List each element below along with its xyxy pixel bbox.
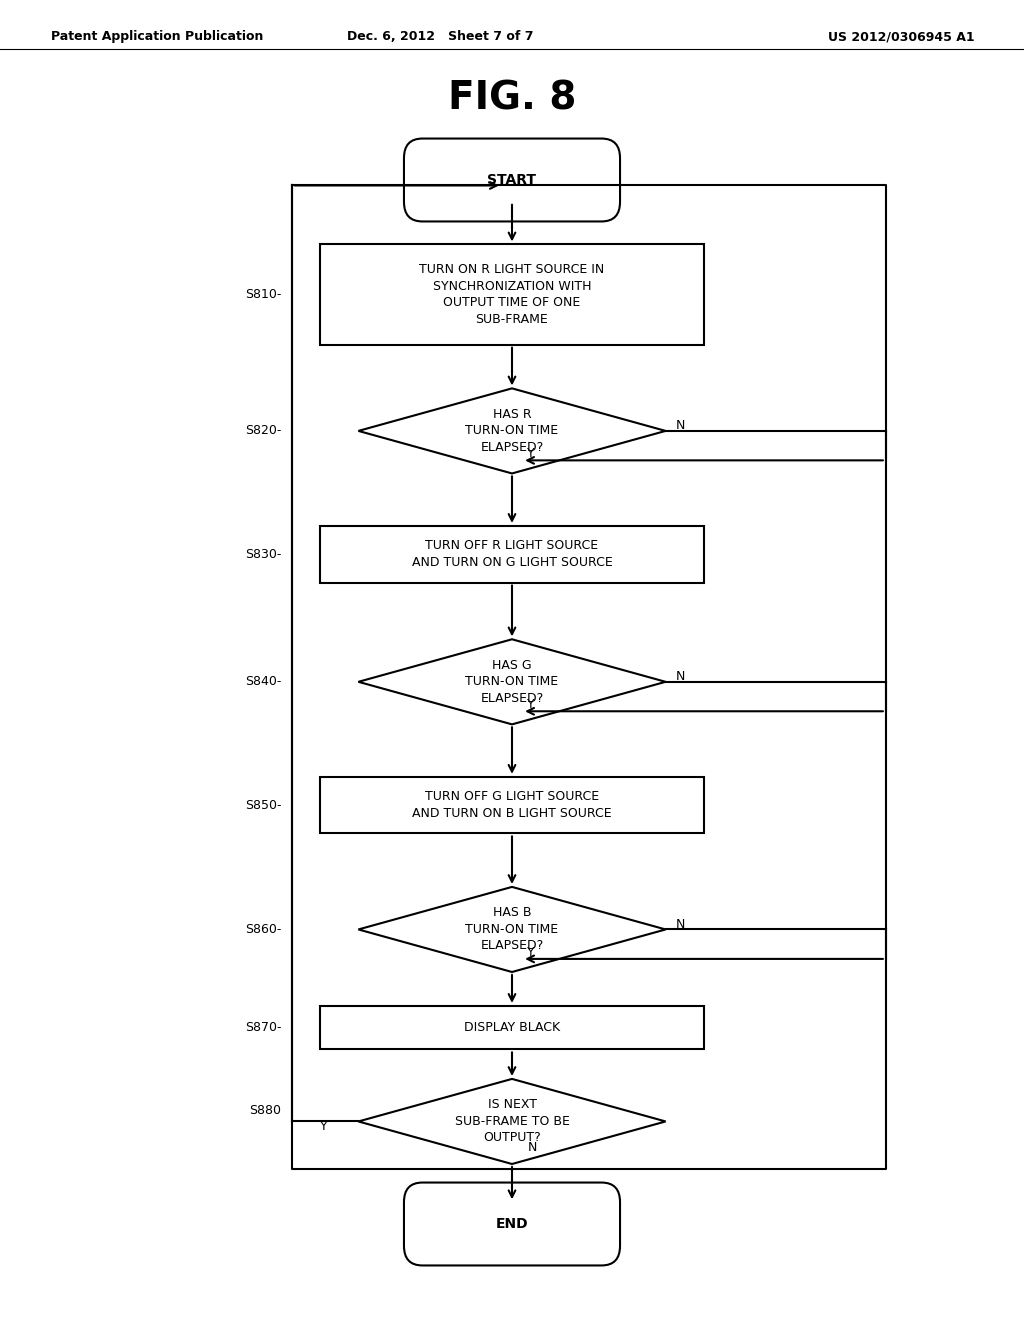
Polygon shape xyxy=(358,1078,666,1164)
Polygon shape xyxy=(358,639,666,725)
Text: N: N xyxy=(527,1140,537,1154)
Text: TURN OFF G LIGHT SOURCE
AND TURN ON B LIGHT SOURCE: TURN OFF G LIGHT SOURCE AND TURN ON B LI… xyxy=(413,791,611,820)
Text: START: START xyxy=(487,173,537,187)
Text: TURN ON R LIGHT SOURCE IN
SYNCHRONIZATION WITH
OUTPUT TIME OF ONE
SUB-FRAME: TURN ON R LIGHT SOURCE IN SYNCHRONIZATIO… xyxy=(420,263,604,326)
Text: N: N xyxy=(676,418,685,432)
Text: END: END xyxy=(496,1217,528,1232)
Text: HAS G
TURN-ON TIME
ELAPSED?: HAS G TURN-ON TIME ELAPSED? xyxy=(466,659,558,705)
Text: S820-: S820- xyxy=(245,425,282,437)
Polygon shape xyxy=(358,388,666,474)
Text: N: N xyxy=(676,669,685,682)
Text: S850-: S850- xyxy=(245,799,282,812)
FancyBboxPatch shape xyxy=(319,525,705,582)
Text: US 2012/0306945 A1: US 2012/0306945 A1 xyxy=(827,30,975,44)
Text: S830-: S830- xyxy=(245,548,282,561)
Text: S880: S880 xyxy=(250,1104,282,1117)
Text: Dec. 6, 2012   Sheet 7 of 7: Dec. 6, 2012 Sheet 7 of 7 xyxy=(347,30,534,44)
Text: N: N xyxy=(676,917,685,931)
FancyBboxPatch shape xyxy=(403,1183,620,1266)
Text: TURN OFF R LIGHT SOURCE
AND TURN ON G LIGHT SOURCE: TURN OFF R LIGHT SOURCE AND TURN ON G LI… xyxy=(412,540,612,569)
Text: FIG. 8: FIG. 8 xyxy=(447,79,577,117)
FancyBboxPatch shape xyxy=(319,1006,705,1049)
FancyBboxPatch shape xyxy=(319,776,705,833)
Polygon shape xyxy=(358,887,666,972)
Text: Y: Y xyxy=(527,698,535,711)
Text: Y: Y xyxy=(527,447,535,461)
Text: S840-: S840- xyxy=(245,676,282,688)
Text: S810-: S810- xyxy=(245,288,282,301)
Text: Patent Application Publication: Patent Application Publication xyxy=(51,30,263,44)
Text: Y: Y xyxy=(527,946,535,958)
Text: S860-: S860- xyxy=(245,923,282,936)
FancyBboxPatch shape xyxy=(319,244,705,345)
Text: HAS B
TURN-ON TIME
ELAPSED?: HAS B TURN-ON TIME ELAPSED? xyxy=(466,907,558,953)
Text: Y: Y xyxy=(321,1121,328,1134)
Text: HAS R
TURN-ON TIME
ELAPSED?: HAS R TURN-ON TIME ELAPSED? xyxy=(466,408,558,454)
Text: S870-: S870- xyxy=(245,1022,282,1034)
Text: IS NEXT
SUB-FRAME TO BE
OUTPUT?: IS NEXT SUB-FRAME TO BE OUTPUT? xyxy=(455,1098,569,1144)
Text: DISPLAY BLACK: DISPLAY BLACK xyxy=(464,1022,560,1034)
FancyBboxPatch shape xyxy=(403,139,620,222)
